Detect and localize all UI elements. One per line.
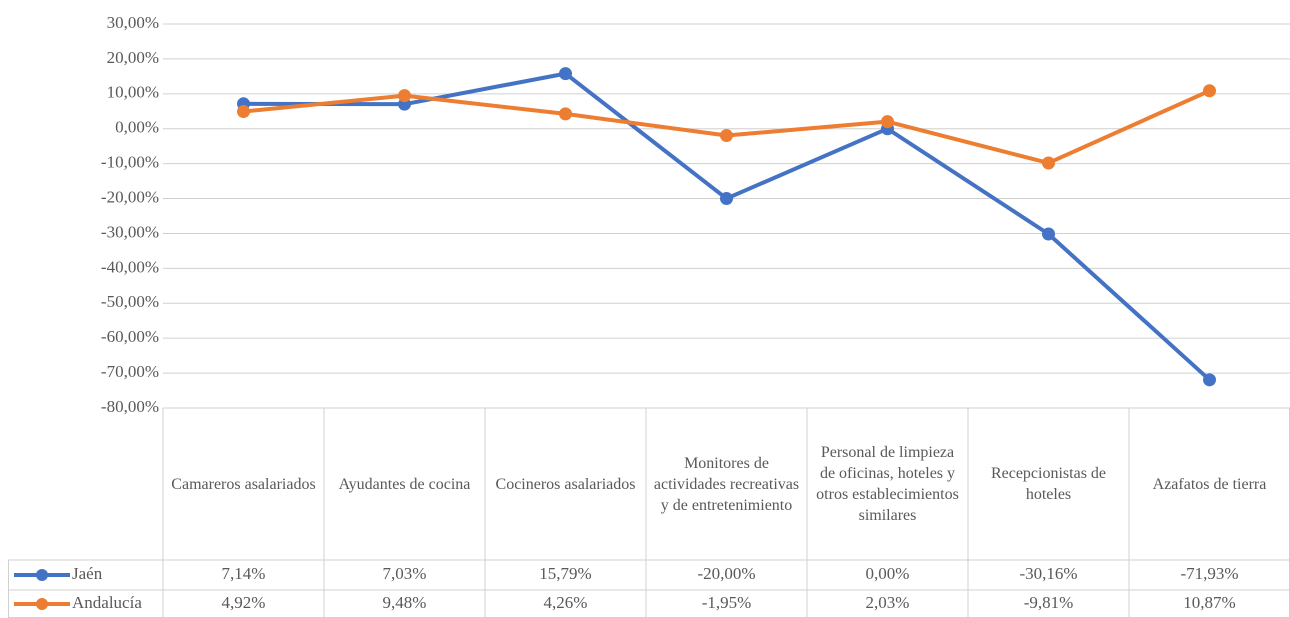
table-value: 10,87% — [1183, 593, 1235, 612]
table-value: 4,26% — [544, 593, 588, 612]
y-tick-label: -80,00% — [101, 397, 159, 416]
category-cell: Personal de limpieza de oficinas, hotele… — [816, 444, 959, 524]
x-tick-label: Recepcionistas de hoteles — [990, 465, 1107, 503]
category-cell: Ayudantes de cocina — [338, 475, 471, 493]
table-value: -9,81% — [1024, 593, 1074, 612]
legend-label: Andalucía — [72, 593, 142, 612]
y-tick-label: -60,00% — [101, 327, 159, 346]
table-value: -71,93% — [1180, 564, 1238, 583]
data-point — [720, 129, 733, 143]
data-point — [1203, 373, 1216, 387]
x-tick-label: Cocineros asalariados — [495, 475, 636, 493]
table-value: 0,00% — [866, 564, 910, 583]
y-tick-label: 0,00% — [115, 118, 159, 137]
category-cell: Camareros asalariados — [171, 475, 316, 493]
data-point — [720, 192, 733, 206]
y-tick-label: 30,00% — [107, 13, 159, 32]
data-point — [1203, 84, 1216, 98]
table-value: 4,92% — [222, 593, 266, 612]
y-tick-label: -40,00% — [101, 257, 159, 276]
table-value: -1,95% — [702, 593, 752, 612]
category-cell: Monitores de actividades recreativas y d… — [653, 454, 800, 514]
y-tick-label: -20,00% — [101, 187, 159, 206]
line-series — [243, 88, 1211, 165]
data-point — [398, 89, 411, 103]
y-tick-label: -10,00% — [101, 153, 159, 172]
legend-label: Jaén — [72, 564, 103, 583]
x-tick-label: Camareros asalariados — [171, 475, 316, 493]
data-point — [237, 105, 250, 119]
table-value: 9,48% — [383, 593, 427, 612]
category-cell: Cocineros asalariados — [495, 475, 636, 493]
x-tick-label: Azafatos de tierra — [1152, 475, 1267, 493]
table-value: 15,79% — [539, 564, 591, 583]
legend-key — [36, 598, 48, 610]
y-tick-label: -50,00% — [101, 292, 159, 311]
data-point — [881, 115, 894, 129]
legend-key — [36, 569, 48, 581]
table-value: 2,03% — [866, 593, 910, 612]
data-point — [1042, 227, 1055, 241]
x-tick-label: Ayudantes de cocina — [338, 475, 471, 493]
y-tick-label: -70,00% — [101, 362, 159, 381]
table-value: -30,16% — [1019, 564, 1077, 583]
x-tick-label: Monitores de actividades recreativas y d… — [653, 454, 800, 514]
x-tick-label: Personal de limpieza de oficinas, hotele… — [816, 444, 959, 524]
category-cell: Azafatos de tierra — [1152, 475, 1267, 493]
y-tick-label: -30,00% — [101, 222, 159, 241]
table-value: -20,00% — [697, 564, 755, 583]
table-value: 7,14% — [222, 564, 266, 583]
data-point — [559, 67, 572, 81]
data-point — [1042, 156, 1055, 170]
data-point — [559, 107, 572, 121]
y-tick-label: 20,00% — [107, 48, 159, 67]
table-value: 7,03% — [383, 564, 427, 583]
line-series — [243, 71, 1211, 382]
category-cell: Recepcionistas de hoteles — [990, 465, 1107, 503]
y-tick-label: 10,00% — [107, 83, 159, 102]
